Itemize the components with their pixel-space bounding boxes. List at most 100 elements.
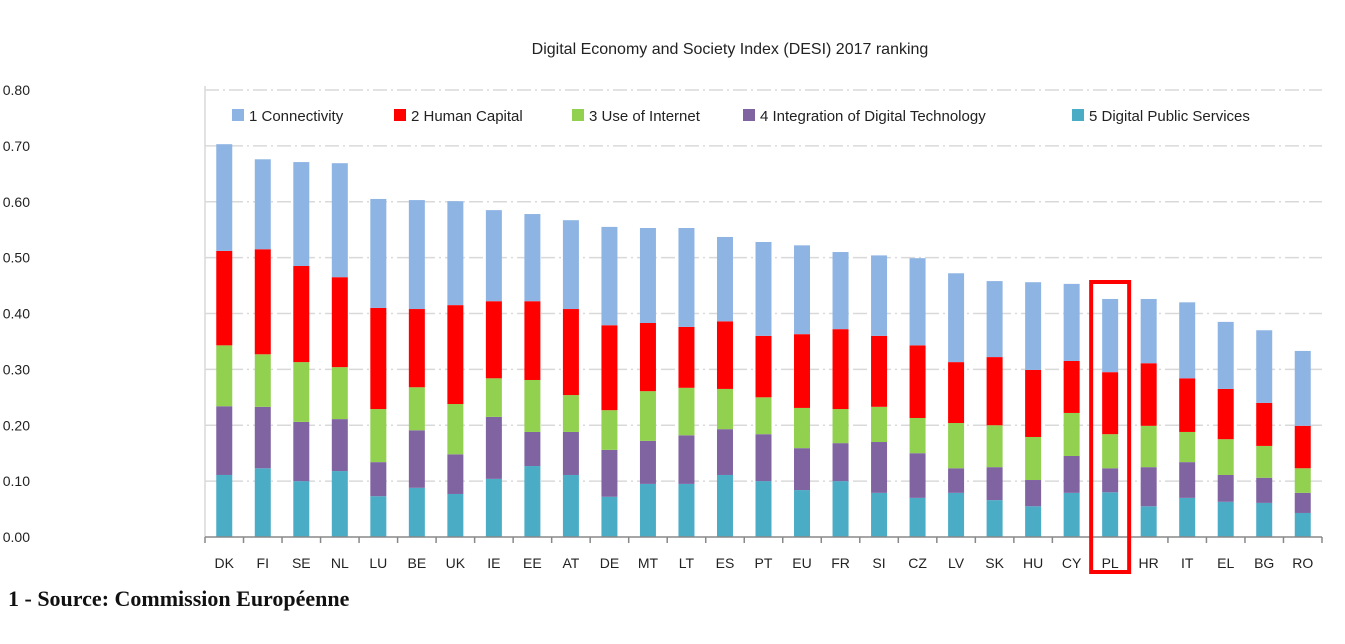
x-tick-label: PT — [755, 555, 773, 571]
x-tick-label: MT — [638, 555, 659, 571]
bar-segment-PT-5 — [755, 481, 772, 537]
bar-segment-MT-5 — [639, 483, 656, 537]
bar-segment-LU-3 — [370, 409, 387, 463]
bar-segment-NL-1 — [331, 163, 348, 278]
bar-segment-HU-2 — [1025, 369, 1042, 437]
bar-segment-RO-5 — [1294, 512, 1311, 537]
bar-segment-AT-5 — [562, 474, 579, 537]
x-tick-label: BG — [1254, 555, 1274, 571]
bar-segment-LU-1 — [370, 198, 387, 308]
x-tick-label: LV — [948, 555, 965, 571]
bar-segment-MT-2 — [639, 322, 656, 392]
x-tick-label: SI — [872, 555, 885, 571]
bar-segment-PT-2 — [755, 335, 772, 398]
bar-segment-HU-3 — [1025, 436, 1042, 481]
bar-segment-BE-2 — [408, 309, 425, 388]
bar-segment-SK-2 — [986, 357, 1003, 426]
bar-segment-ES-2 — [716, 321, 733, 389]
y-tick-label: 0.20 — [3, 417, 30, 433]
y-tick-label: 0.60 — [3, 194, 30, 210]
bar-segment-PT-4 — [755, 434, 772, 482]
bar-segment-CZ-2 — [909, 345, 926, 418]
bar-segment-AT-4 — [562, 431, 579, 475]
bar-segment-NL-5 — [331, 471, 348, 537]
y-tick-label: 0.50 — [3, 250, 30, 266]
legend-swatch — [394, 109, 406, 121]
bar-segment-UK-3 — [447, 404, 464, 455]
x-tick-label: SK — [985, 555, 1004, 571]
y-tick-label: 0.00 — [3, 529, 30, 545]
bar-segment-CY-3 — [1063, 412, 1080, 456]
bar-segment-MT-3 — [639, 391, 656, 441]
bar-segment-IT-4 — [1179, 462, 1196, 498]
bar-segment-LU-4 — [370, 462, 387, 497]
bar-segment-PL-3 — [1102, 434, 1119, 469]
x-tick-label: LU — [369, 555, 387, 571]
bar-segment-UK-4 — [447, 454, 464, 494]
bar-segment-EU-2 — [794, 334, 811, 408]
bar-segment-LV-2 — [948, 362, 965, 424]
bar-segment-HU-1 — [1025, 282, 1042, 370]
x-tick-label: IE — [487, 555, 500, 571]
y-tick-label: 0.30 — [3, 361, 30, 377]
bar-segment-FR-4 — [832, 443, 849, 482]
bar-segment-LT-5 — [678, 483, 695, 537]
bar-segment-IT-1 — [1179, 302, 1196, 379]
bar-segment-EE-5 — [524, 466, 541, 537]
x-tick-label: DK — [215, 555, 235, 571]
bar-segment-BG-5 — [1256, 502, 1273, 537]
highlight-box — [1089, 280, 1132, 574]
bar-segment-EE-3 — [524, 379, 541, 432]
y-tick-label: 0.40 — [3, 306, 30, 322]
bar-segment-BG-3 — [1256, 445, 1273, 478]
bar-segment-SK-5 — [986, 500, 1003, 537]
bar-segment-SI-3 — [871, 406, 888, 443]
bar-segment-DK-4 — [216, 406, 233, 475]
bar-segment-EE-4 — [524, 431, 541, 467]
bar-segment-EU-4 — [794, 448, 811, 491]
legend-label: 2 Human Capital — [411, 108, 523, 125]
bar-segment-AT-2 — [562, 309, 579, 396]
bar-segment-EL-4 — [1217, 474, 1234, 502]
x-tick-label: FI — [257, 555, 269, 571]
bar-segment-SE-2 — [293, 266, 310, 363]
bar-segment-PT-1 — [755, 241, 772, 336]
bar-segment-CZ-5 — [909, 497, 926, 537]
bar-segment-BG-4 — [1256, 477, 1273, 503]
bar-segment-LT-4 — [678, 435, 695, 484]
bar-segment-FR-5 — [832, 481, 849, 537]
bar-segment-EE-1 — [524, 214, 541, 302]
bar-segment-EL-3 — [1217, 439, 1234, 475]
x-tick-label: NL — [331, 555, 349, 571]
x-tick-label: SE — [292, 555, 311, 571]
bar-segment-SI-1 — [871, 255, 888, 336]
bar-segment-SE-3 — [293, 362, 310, 422]
bar-segment-SK-3 — [986, 425, 1003, 468]
bar-segment-EU-5 — [794, 490, 811, 537]
x-tick-label: CY — [1062, 555, 1082, 571]
legend-label: 3 Use of Internet — [589, 108, 701, 125]
x-tick-label: FR — [831, 555, 850, 571]
bar-segment-FR-3 — [832, 409, 849, 444]
legend-label: 1 Connectivity — [249, 108, 344, 125]
bar-segment-RO-3 — [1294, 468, 1311, 493]
x-tick-label: RO — [1292, 555, 1313, 571]
bar-segment-CY-2 — [1063, 360, 1080, 413]
bar-segment-ES-4 — [716, 429, 733, 475]
bar-segment-DK-3 — [216, 345, 233, 407]
bar-segment-ES-3 — [716, 388, 733, 430]
y-axis-ticks: 0.00 0.10 0.20 0.30 0.40 0.50 0.60 0.70 0.80 — [3, 82, 30, 545]
bar-segment-BG-1 — [1256, 330, 1273, 403]
bar-segment-IT-5 — [1179, 497, 1196, 537]
bar-segment-IT-2 — [1179, 378, 1196, 432]
bar-segment-EL-2 — [1217, 388, 1234, 440]
bar-segment-SI-4 — [871, 442, 888, 493]
bar-segment-DK-1 — [216, 144, 233, 251]
bar-segment-RO-1 — [1294, 350, 1311, 426]
legend-swatch — [572, 109, 584, 121]
bar-segment-DE-1 — [601, 226, 618, 326]
bar-segment-LV-5 — [948, 492, 965, 537]
figure-caption: 1 - Source: Commission Européenne — [8, 586, 350, 611]
bar-segment-PL-1 — [1102, 298, 1119, 373]
bar-segment-CY-1 — [1063, 283, 1080, 361]
